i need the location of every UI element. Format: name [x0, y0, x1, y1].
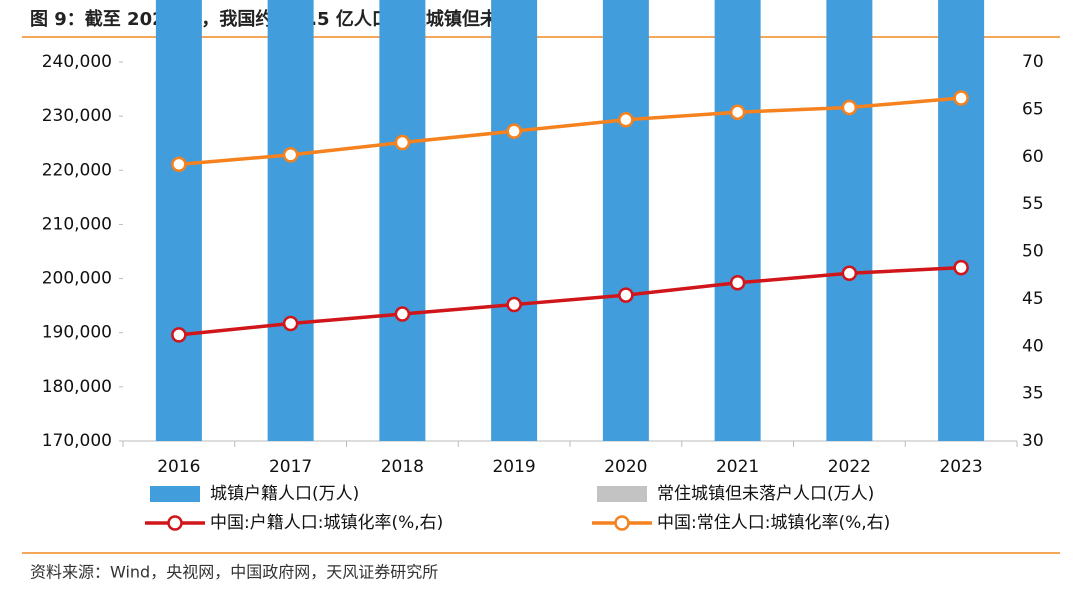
marker [841, 99, 858, 116]
y-tick-label: 180,000 [42, 377, 112, 397]
source: 资料来源：Wind，央视网，中国政府网，天风证券研究所 [30, 563, 438, 582]
bar [267, 0, 314, 441]
marker [394, 306, 411, 322]
marker [841, 265, 858, 282]
y-tick-label: 230,000 [42, 106, 112, 126]
marker [394, 134, 411, 151]
legend-swatch [150, 486, 200, 502]
y2-tick-label: 60 [1022, 147, 1044, 167]
y-tick-label: 170,000 [42, 431, 112, 451]
marker [729, 275, 746, 291]
y2-tick-label: 70 [1022, 52, 1044, 72]
y-tick-label: 220,000 [42, 160, 112, 180]
bar [714, 0, 761, 441]
y2-tick-label: 50 [1022, 242, 1044, 262]
line [178, 96, 962, 167]
marker [953, 259, 969, 276]
x-tick-label: 2021 [716, 457, 759, 477]
marker [618, 287, 634, 303]
bar [938, 0, 985, 441]
y2-tick-label: 30 [1022, 431, 1044, 451]
y2-tick-label: 55 [1022, 194, 1044, 214]
bar [826, 0, 873, 441]
y2-tick-label: 40 [1022, 336, 1044, 356]
y-tick-label: 190,000 [42, 323, 112, 343]
y2-tick-label: 35 [1022, 384, 1044, 404]
legend-label: 常住城镇但未落户人口(万人) [657, 484, 874, 504]
x-tick-label: 2018 [381, 457, 424, 477]
legend-label: 中国:户籍人口:城镇化率(%,右) [210, 513, 443, 533]
y2-tick-label: 65 [1022, 99, 1044, 119]
marker [282, 315, 299, 332]
bar [491, 0, 538, 441]
legend-label: 城镇户籍人口(万人) [210, 484, 359, 504]
y-tick-label: 240,000 [42, 52, 112, 72]
bar [379, 0, 426, 441]
marker [282, 147, 299, 163]
x-tick-label: 2016 [157, 457, 200, 477]
x-tick-label: 2023 [939, 457, 982, 477]
y-tick-label: 210,000 [42, 214, 112, 234]
legend-swatch [597, 486, 647, 502]
marker [506, 296, 522, 313]
marker [618, 112, 634, 128]
line [178, 265, 962, 337]
bar [155, 0, 202, 441]
x-tick-label: 2022 [828, 457, 871, 477]
x-tick-label: 2020 [604, 457, 647, 477]
x-tick-label: 2019 [492, 457, 535, 477]
legend-marker [167, 515, 183, 531]
x-tick-label: 2017 [269, 457, 312, 477]
marker [729, 104, 746, 120]
marker [171, 156, 187, 173]
marker [506, 123, 522, 139]
y2-tick-label: 45 [1022, 289, 1044, 309]
marker [953, 90, 969, 106]
legend-marker [614, 515, 630, 531]
legend-label: 中国:常住人口:城镇化率(%,右) [657, 513, 890, 533]
y-tick-label: 200,000 [42, 269, 112, 289]
bar [602, 0, 649, 441]
marker [171, 327, 187, 343]
